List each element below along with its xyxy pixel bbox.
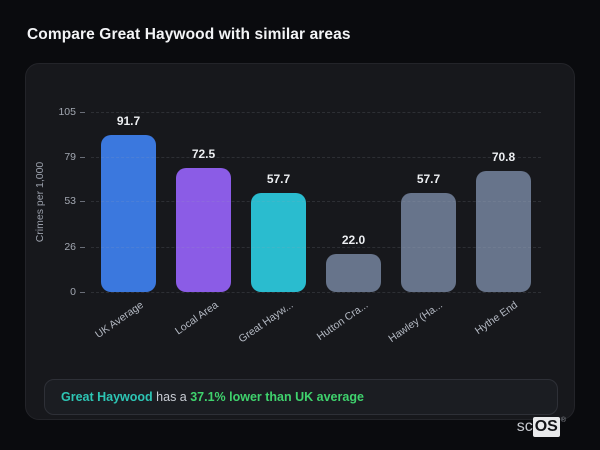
x-axis-label: Hawley (Ha... (386, 299, 446, 345)
note-stat-text: 37.1% lower than UK average (190, 390, 364, 404)
bar-value-label: 22.0 (341, 233, 366, 248)
gridline (91, 201, 541, 203)
bar-hutton-cra[interactable] (326, 254, 381, 292)
y-tick-mark (80, 247, 85, 249)
y-tick-label: 26 (64, 241, 76, 254)
bar-value-label: 91.7 (116, 113, 141, 128)
bar-slot: 72.5 Local Area (166, 112, 241, 337)
bar-value-label: 72.5 (191, 146, 216, 161)
y-tick-mark (80, 156, 85, 158)
bars-row: 91.7 UK Average 72.5 Local Area 57.7 Great Ha… (91, 112, 541, 345)
bar-slot: 70.8 Hythe End (466, 112, 541, 337)
y-tick-mark (80, 292, 85, 293)
bar-slot: 57.7 Hawley (Ha... (387, 112, 466, 345)
bar-uk-average[interactable] (101, 134, 156, 292)
note-area-name: Great Haywood (61, 390, 153, 404)
x-axis-label: UK Average (92, 299, 146, 341)
y-tick-mark (80, 201, 85, 203)
bar-slot: 91.7 UK Average (91, 112, 166, 341)
chart-card: Crimes per 1,000 91.7 UK Average 72.5 Local… (25, 63, 575, 420)
bar-hythe-end[interactable] (476, 170, 531, 292)
bar-value-label: 70.8 (491, 149, 516, 164)
gridline (91, 247, 541, 249)
bar-great-hayw[interactable] (251, 193, 306, 292)
x-axis-label: Local Area (172, 299, 221, 338)
y-tick-label: 79 (64, 150, 76, 163)
x-axis-label: Hythe End (473, 299, 521, 337)
bar-local-area[interactable] (176, 167, 231, 292)
x-axis-label: Hutton Cra... (314, 299, 371, 343)
bar-slot: 22.0 Hutton Cra... (315, 112, 391, 343)
y-axis-label: Crimes per 1,000 (34, 161, 46, 243)
logo-prefix-text: sc (516, 418, 533, 435)
registered-mark-icon: ® (560, 417, 566, 424)
bar-hawley-ha[interactable] (401, 193, 456, 292)
gridline (91, 292, 541, 293)
scos-logo: sc OS ® (517, 417, 566, 437)
bar-slot: 57.7 Great Hayw... (236, 112, 316, 345)
note-connector-text: has a (152, 390, 191, 404)
page-title: Compare Great Haywood with similar areas (27, 26, 351, 43)
bar-value-label: 57.7 (266, 172, 291, 187)
x-axis-label: Great Hayw... (236, 299, 296, 346)
y-tick-mark (80, 112, 85, 113)
gridline (91, 112, 541, 113)
bar-value-label: 57.7 (416, 172, 441, 187)
y-tick-label: 0 (70, 286, 76, 298)
gridline (91, 156, 541, 158)
logo-suffix-badge: OS (532, 417, 560, 437)
plot-area: 91.7 UK Average 72.5 Local Area 57.7 Great Ha… (58, 106, 541, 345)
y-tick-label: 105 (58, 106, 76, 118)
summary-note: Great Haywood has a 37.1% lower than UK … (44, 379, 558, 415)
y-tick-label: 53 (64, 195, 76, 208)
